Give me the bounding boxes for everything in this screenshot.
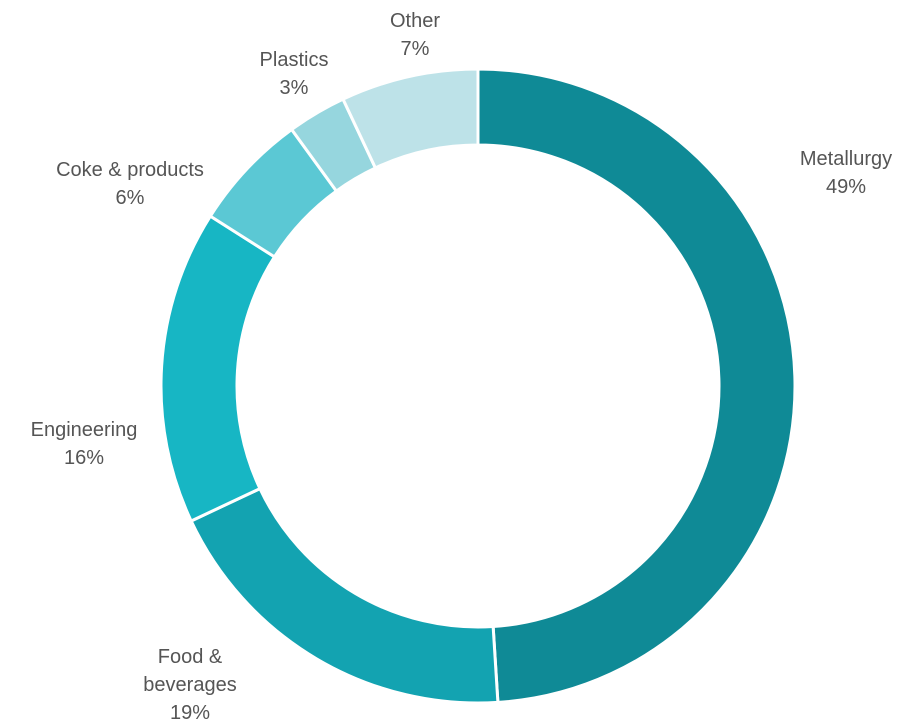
slice-labels: Metallurgy 49% Food & beverages 19% Engineeri… <box>31 10 893 721</box>
slice-value-label: 19% <box>170 702 210 721</box>
slice-name-line: beverages <box>143 674 236 696</box>
slice-value-label: 16% <box>64 447 104 469</box>
slice-value-label: 3% <box>280 77 309 99</box>
slice-label-other: Other 7% <box>390 10 440 60</box>
slice-value-label: 6% <box>116 187 145 209</box>
slice-name-line: Engineering <box>31 419 138 441</box>
donut-slices <box>159 67 797 705</box>
slice-metallurgy[interactable] <box>476 67 797 704</box>
slice-label-coke-and-products: Coke & products 6% <box>56 159 204 209</box>
slice-label-plastics: Plastics 3% <box>260 49 329 99</box>
slice-name-line: Other <box>390 10 440 32</box>
slice-name-line: Food & <box>158 646 223 668</box>
slice-value-label: 7% <box>401 38 430 60</box>
slice-name-line: Plastics <box>260 49 329 71</box>
slice-name-line: Metallurgy <box>800 148 892 170</box>
slice-name-line: Coke & products <box>56 159 204 181</box>
slice-value-label: 49% <box>826 176 866 198</box>
slice-engineering[interactable] <box>159 214 277 523</box>
slice-label-engineering: Engineering 16% <box>31 419 138 469</box>
slice-label-metallurgy: Metallurgy 49% <box>800 148 892 198</box>
slice-food-and-beverages[interactable] <box>189 486 500 705</box>
slice-label-food-and-beverages: Food & beverages 19% <box>143 646 236 721</box>
slice-other[interactable] <box>341 67 480 170</box>
